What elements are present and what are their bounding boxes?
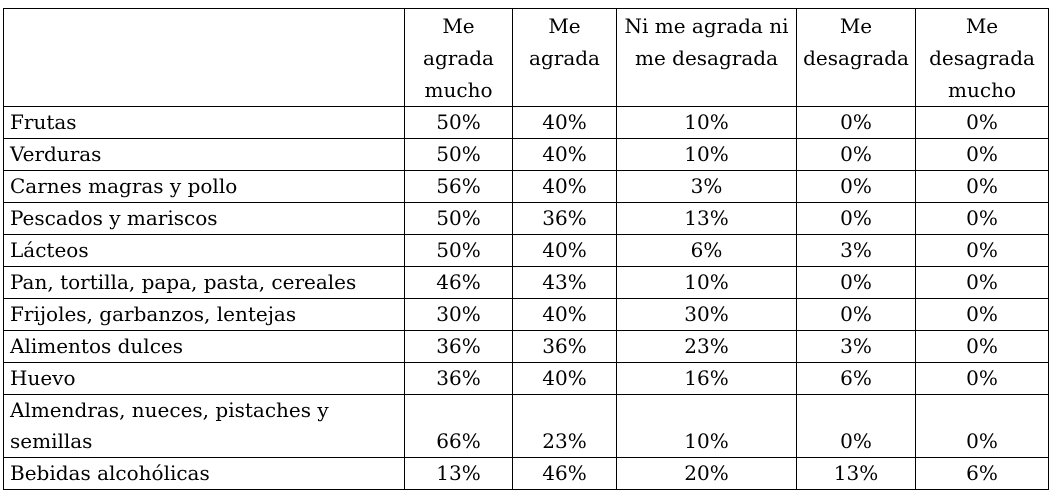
table-cell: 0% bbox=[915, 234, 1049, 267]
table-cell: 6% bbox=[915, 457, 1049, 490]
table-cell: 23% bbox=[616, 330, 797, 363]
table-cell: 40% bbox=[512, 362, 617, 395]
table-cell: 0% bbox=[915, 170, 1049, 203]
table-row: Verduras 50% 40% 10% 0% 0% bbox=[3, 138, 1049, 171]
table-cell: 0% bbox=[796, 202, 916, 235]
table-cell: 56% bbox=[404, 170, 513, 203]
table-cell: 66% bbox=[404, 394, 513, 458]
table-cell: 0% bbox=[796, 138, 916, 171]
table-cell: 30% bbox=[404, 298, 513, 331]
table-row: Alimentos dulces 36% 36% 23% 3% 0% bbox=[3, 330, 1049, 363]
table-cell: 0% bbox=[915, 202, 1049, 235]
header-cell-category bbox=[3, 8, 405, 107]
table-row: Almendras, nueces, pistaches y semillas … bbox=[3, 394, 1049, 458]
table-cell: 0% bbox=[796, 298, 916, 331]
table-row: Huevo 36% 40% 16% 6% 0% bbox=[3, 362, 1049, 395]
table-cell: 13% bbox=[404, 457, 513, 490]
table-cell: 40% bbox=[512, 138, 617, 171]
row-label: Frijoles, garbanzos, lentejas bbox=[3, 298, 405, 331]
table-cell: 50% bbox=[404, 138, 513, 171]
row-label: Huevo bbox=[3, 362, 405, 395]
table-cell: 10% bbox=[616, 138, 797, 171]
food-preference-table: Me agrada mucho Me agrada Ni me agrada n… bbox=[3, 8, 1049, 490]
table-cell: 46% bbox=[512, 457, 617, 490]
table-cell: 50% bbox=[404, 234, 513, 267]
table-header-row: Me agrada mucho Me agrada Ni me agrada n… bbox=[3, 8, 1049, 107]
header-cell-me-desagrada-mucho: Me desagrada mucho bbox=[915, 8, 1049, 107]
row-label: Alimentos dulces bbox=[3, 330, 405, 363]
table-cell: 10% bbox=[616, 266, 797, 299]
table-cell: 40% bbox=[512, 298, 617, 331]
table-cell: 46% bbox=[404, 266, 513, 299]
table-cell: 23% bbox=[512, 394, 617, 458]
table-cell: 50% bbox=[404, 106, 513, 139]
table-cell: 0% bbox=[796, 394, 916, 458]
table-cell: 0% bbox=[796, 170, 916, 203]
table-cell: 3% bbox=[796, 234, 916, 267]
row-label: Lácteos bbox=[3, 234, 405, 267]
table-row: Frutas 50% 40% 10% 0% 0% bbox=[3, 106, 1049, 139]
table-cell: 0% bbox=[915, 298, 1049, 331]
header-cell-me-agrada: Me agrada bbox=[512, 8, 617, 107]
table-cell: 43% bbox=[512, 266, 617, 299]
table-cell: 0% bbox=[796, 106, 916, 139]
table-cell: 0% bbox=[915, 266, 1049, 299]
table-cell: 10% bbox=[616, 394, 797, 458]
header-cell-me-agrada-mucho: Me agrada mucho bbox=[404, 8, 513, 107]
table-row: Frijoles, garbanzos, lentejas 30% 40% 30… bbox=[3, 298, 1049, 331]
table-row: Carnes magras y pollo 56% 40% 3% 0% 0% bbox=[3, 170, 1049, 203]
table-cell: 13% bbox=[616, 202, 797, 235]
table-cell: 36% bbox=[404, 362, 513, 395]
table-row: Pan, tortilla, papa, pasta, cereales 46%… bbox=[3, 266, 1049, 299]
header-cell-me-desagrada: Me desagrada bbox=[796, 8, 916, 107]
row-label: Almendras, nueces, pistaches y semillas bbox=[3, 394, 405, 458]
row-label: Frutas bbox=[3, 106, 405, 139]
table-cell: 30% bbox=[616, 298, 797, 331]
row-label: Pan, tortilla, papa, pasta, cereales bbox=[3, 266, 405, 299]
table-cell: 50% bbox=[404, 202, 513, 235]
header-cell-ni-agrada-ni-desagrada: Ni me agrada ni me desagrada bbox=[616, 8, 797, 107]
table-cell: 0% bbox=[915, 330, 1049, 363]
table-cell: 36% bbox=[404, 330, 513, 363]
table-cell: 0% bbox=[915, 106, 1049, 139]
table-cell: 3% bbox=[616, 170, 797, 203]
table-cell: 0% bbox=[796, 266, 916, 299]
row-label: Verduras bbox=[3, 138, 405, 171]
table-row: Bebidas alcohólicas 13% 46% 20% 13% 6% bbox=[3, 457, 1049, 490]
table-cell: 40% bbox=[512, 170, 617, 203]
table-cell: 0% bbox=[915, 394, 1049, 458]
row-label: Carnes magras y pollo bbox=[3, 170, 405, 203]
table-cell: 0% bbox=[915, 138, 1049, 171]
table-row: Pescados y mariscos 50% 36% 13% 0% 0% bbox=[3, 202, 1049, 235]
table-cell: 16% bbox=[616, 362, 797, 395]
table-row: Lácteos 50% 40% 6% 3% 0% bbox=[3, 234, 1049, 267]
table-cell: 6% bbox=[616, 234, 797, 267]
table-cell: 13% bbox=[796, 457, 916, 490]
table-cell: 6% bbox=[796, 362, 916, 395]
table-cell: 40% bbox=[512, 106, 617, 139]
table-cell: 3% bbox=[796, 330, 916, 363]
table-cell: 40% bbox=[512, 234, 617, 267]
row-label: Bebidas alcohólicas bbox=[3, 457, 405, 490]
table-cell: 36% bbox=[512, 202, 617, 235]
table-cell: 0% bbox=[915, 362, 1049, 395]
table-cell: 10% bbox=[616, 106, 797, 139]
table-cell: 20% bbox=[616, 457, 797, 490]
row-label: Pescados y mariscos bbox=[3, 202, 405, 235]
table-cell: 36% bbox=[512, 330, 617, 363]
